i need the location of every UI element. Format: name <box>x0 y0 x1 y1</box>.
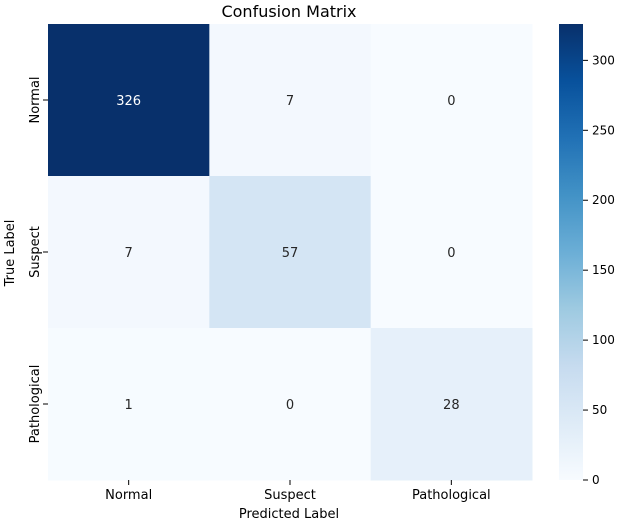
cell-value-label: 0 <box>447 246 455 261</box>
colorbar-tick-label: 200 <box>592 193 615 207</box>
heatmap-cell <box>209 24 372 177</box>
heatmap-cell <box>209 328 372 481</box>
colorbar <box>559 24 583 480</box>
cell-value-label: 1 <box>125 398 133 413</box>
heatmap-cell <box>48 24 210 177</box>
heatmap-cell <box>370 328 533 481</box>
x-axis-ticks: Normal Suspect Pathological <box>105 480 491 503</box>
heatmap-cell <box>48 328 210 481</box>
colorbar-tick-label: 150 <box>592 263 615 277</box>
cell-value-label: 7 <box>125 246 133 261</box>
colorbar-tick-label: 250 <box>592 123 615 137</box>
heatmap-cell-labels: 326 7 0 7 57 0 1 0 28 <box>116 94 459 413</box>
cell-value-label: 28 <box>443 398 460 413</box>
heatmap-cell <box>209 176 372 329</box>
heatmap-cell <box>370 24 533 177</box>
heatmap-cell <box>370 176 533 329</box>
y-tick-label: Pathological <box>28 365 43 444</box>
cell-value-label: 0 <box>286 398 294 413</box>
cell-value-label: 7 <box>286 94 294 109</box>
x-tick-label: Suspect <box>264 488 316 503</box>
colorbar-tick-label: 300 <box>592 53 615 67</box>
colorbar-tick-label: 50 <box>592 403 607 417</box>
x-tick-label: Normal <box>105 488 152 503</box>
x-axis-label: Predicted Label <box>239 507 339 521</box>
colorbar-ticks: 0 50 100 150 200 250 300 <box>583 53 615 487</box>
cell-value-label: 0 <box>447 94 455 109</box>
heatmap-cells <box>48 24 533 481</box>
y-axis-ticks: Normal Suspect Pathological <box>28 76 48 443</box>
y-axis-label: True Label <box>3 220 18 288</box>
cell-value-label: 57 <box>282 246 299 261</box>
chart-title: Confusion Matrix <box>221 2 356 21</box>
heatmap-cell <box>48 176 210 329</box>
colorbar-tick-label: 0 <box>592 473 600 487</box>
x-tick-label: Pathological <box>412 488 491 503</box>
y-tick-label: Suspect <box>28 226 43 278</box>
colorbar-tick-label: 100 <box>592 333 615 347</box>
y-tick-label: Normal <box>28 76 43 123</box>
cell-value-label: 326 <box>116 94 141 109</box>
